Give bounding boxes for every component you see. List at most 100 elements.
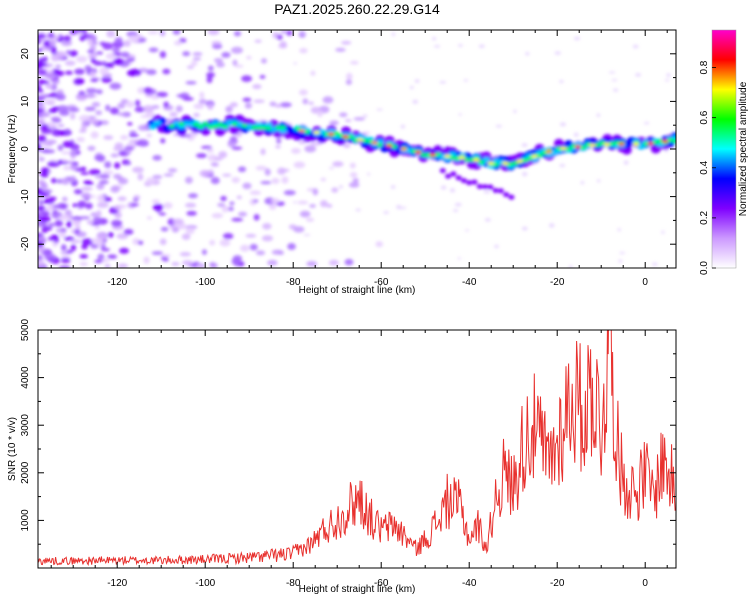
spectrogram-speckle <box>513 109 517 113</box>
spectrogram-speckle <box>40 123 49 132</box>
spectrogram-speckle <box>103 197 112 202</box>
spectrogram-ridge-cell <box>657 139 664 144</box>
spectrogram-speckle <box>175 105 183 113</box>
spectrogram-speckle <box>207 30 220 36</box>
spectrogram-speckle <box>352 177 359 184</box>
spectrogram-speckle <box>200 145 213 149</box>
spectrogram-speckle <box>72 219 81 224</box>
x-tick-label: -20 <box>550 578 565 589</box>
spectrogram-speckle <box>137 173 144 181</box>
spectrogram-ridge-cell <box>217 122 224 127</box>
spectrogram-speckle <box>483 190 491 194</box>
spectrogram-speckle <box>192 52 203 56</box>
spectrogram-blobs <box>38 30 676 268</box>
spectrogram-speckle <box>128 139 140 144</box>
spectrogram-speckle <box>75 78 85 85</box>
spectrogram-speckle <box>613 88 619 92</box>
spectrogram-speckle <box>116 112 129 116</box>
spectrogram-y-label: Frequency (Hz) <box>7 115 18 184</box>
spectrogram-ridge-cell <box>207 124 214 129</box>
snr-panel: -120 -100 -80 -60 -40 -20 0 1000 2000 3000 4000 50… <box>7 318 677 595</box>
spectrogram-speckle <box>554 51 562 55</box>
spectrogram-speckle <box>198 98 207 105</box>
spectrogram-speckle <box>242 182 252 190</box>
spectrogram-ridge-cell <box>255 126 262 130</box>
spectrogram-speckle <box>160 138 166 144</box>
spectrogram-ridge-cell <box>450 171 457 177</box>
x-tick-label: -60 <box>374 277 389 288</box>
spectrogram-speckle <box>231 146 243 150</box>
spectrogram-speckle <box>216 61 225 68</box>
spectrogram-speckle <box>237 166 247 173</box>
spectrogram-speckle <box>279 102 292 108</box>
spectrogram-speckle <box>152 203 164 211</box>
spectrogram-speckle <box>99 67 110 75</box>
spectrogram-speckle <box>453 209 459 212</box>
spectrogram-ridge-cell <box>391 144 398 149</box>
spectrogram-speckle <box>48 32 54 38</box>
spectrogram-ridge-cell <box>264 122 273 128</box>
spectrogram-peak <box>371 141 378 145</box>
spectrogram-x-ticks: -120 -100 -80 -60 -40 -20 0 <box>50 30 668 288</box>
spectrogram-speckle <box>349 172 358 178</box>
spectrogram-speckle <box>310 142 323 146</box>
spectrogram-peak <box>458 156 465 160</box>
spectrogram-speckle <box>80 124 87 132</box>
spectrogram-y-ticks: 20 10 0 -10 -20 <box>20 29 676 269</box>
y-tick-label: 3000 <box>20 414 31 437</box>
spectrogram-speckle <box>126 161 132 166</box>
colorbar-tick-label: 0.6 <box>699 110 710 124</box>
spectrogram-speckle <box>90 58 97 63</box>
spectrogram-speckle <box>137 124 148 131</box>
spectrogram-speckle <box>332 161 344 167</box>
spectrogram-peak <box>298 129 306 133</box>
spectrogram-speckle <box>44 253 56 261</box>
spectrogram-speckle <box>125 101 135 108</box>
spectrogram-speckle <box>178 222 187 230</box>
spectrogram-speckle <box>271 249 284 255</box>
spectrogram-speckle <box>308 101 314 106</box>
spectrogram-peak <box>444 154 451 158</box>
spectrogram-speckle <box>113 57 124 65</box>
spectrogram-ridge-cell <box>439 168 446 174</box>
spectrogram-ridge-cell <box>507 162 514 167</box>
spectrogram-speckle <box>439 81 447 84</box>
spectrogram-speckle <box>666 73 671 77</box>
spectrogram-speckle <box>134 99 141 107</box>
spectrogram-speckle <box>221 52 231 58</box>
spectrogram-speckle <box>227 141 237 148</box>
x-tick-label: 0 <box>642 277 648 288</box>
spectrogram-speckle <box>146 133 153 138</box>
colorbar-label: Normalized spectral amplitude <box>738 81 749 216</box>
spectrogram-peak <box>502 161 509 165</box>
spectrogram-speckle <box>414 79 420 83</box>
spectrogram-speckle <box>75 94 87 102</box>
spectrogram-peak <box>356 138 364 142</box>
spectrogram-peak <box>342 134 349 139</box>
spectrogram-speckle <box>299 32 306 36</box>
spectrogram-speckle <box>207 65 214 72</box>
spectrogram-peak <box>385 144 393 148</box>
spectrogram-speckle <box>111 47 121 52</box>
spectrogram-speckle <box>304 145 317 153</box>
spectrogram-speckle <box>43 112 51 117</box>
spectrogram-speckle <box>120 134 129 141</box>
spectrogram-speckle <box>140 114 152 118</box>
snr-background <box>38 330 676 568</box>
spectrogram-speckle <box>162 258 169 262</box>
spectrogram-speckle <box>94 225 100 230</box>
spectrogram-speckle <box>242 97 252 102</box>
spectrogram-speckle <box>51 54 60 62</box>
spectrogram-speckle <box>635 73 642 77</box>
spectrogram-speckle <box>246 55 252 60</box>
spectrogram-speckle <box>107 232 114 238</box>
spectrogram-speckle <box>276 138 282 144</box>
snr-series-line <box>38 330 676 566</box>
spectrogram-speckle <box>179 252 191 257</box>
spectrogram-speckle <box>255 165 267 171</box>
spectrogram-speckle <box>568 265 573 268</box>
spectrogram-speckle <box>269 101 277 107</box>
x-tick-label: -100 <box>195 277 215 288</box>
spectrogram-speckle <box>320 200 328 208</box>
spectrogram-ridge-cell <box>178 122 185 126</box>
